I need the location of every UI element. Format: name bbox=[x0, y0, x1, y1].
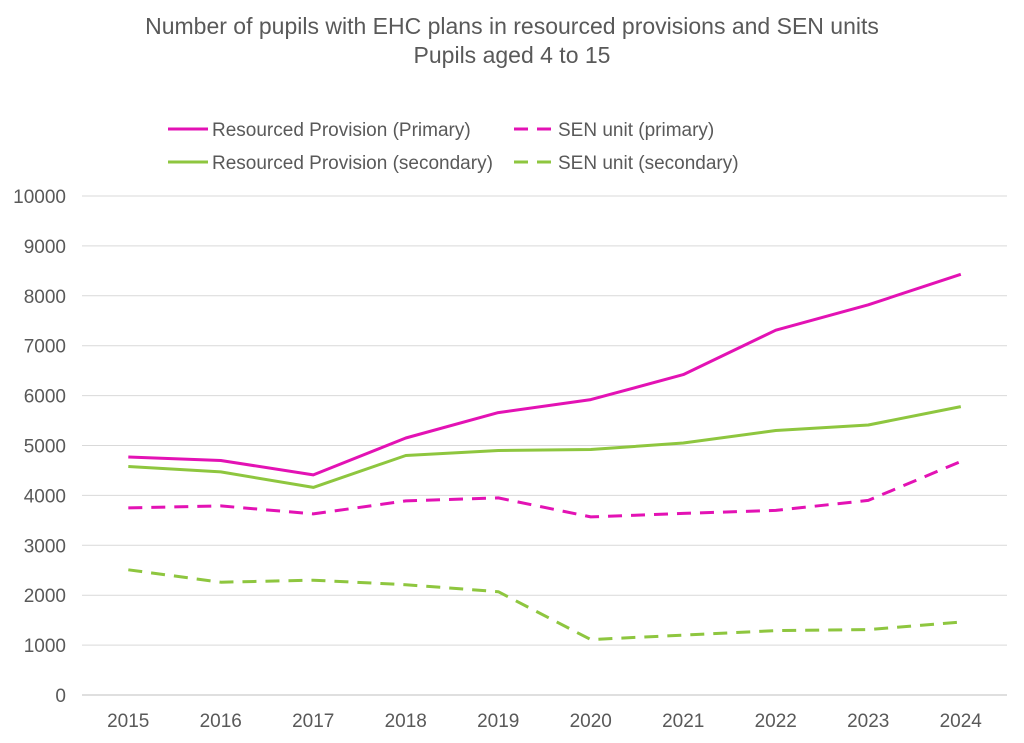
x-tick-label: 2024 bbox=[940, 711, 983, 732]
legend-label: SEN unit (primary) bbox=[558, 120, 714, 141]
series-line-2 bbox=[128, 460, 962, 519]
x-tick-label: 2021 bbox=[662, 711, 704, 732]
y-axis: 0 1000 2000 3000 4000 5000 6000 7000 8000 9000 100… bbox=[13, 187, 66, 707]
legend: Resourced Provision (Primary) SEN unit (p… bbox=[168, 120, 739, 174]
chart-subtitle: Pupils aged 4 to 15 bbox=[413, 42, 611, 68]
legend-item: SEN unit (primary) bbox=[514, 120, 714, 141]
x-axis: 2015 2016 2017 2018 2019 2020 2021 2022 2023 2024 bbox=[107, 711, 982, 732]
x-tick-label: 2016 bbox=[200, 711, 242, 732]
y-tick-label: 1000 bbox=[24, 636, 66, 657]
x-tick-label: 2022 bbox=[755, 711, 797, 732]
y-tick-label: 3000 bbox=[24, 536, 66, 557]
x-tick-label: 2017 bbox=[292, 711, 334, 732]
x-tick-label: 2020 bbox=[570, 711, 612, 732]
plot-area bbox=[128, 272, 962, 642]
legend-label: SEN unit (secondary) bbox=[558, 153, 739, 174]
y-tick-label: 2000 bbox=[24, 586, 66, 607]
gridlines bbox=[82, 195, 1007, 696]
y-tick-label: 7000 bbox=[24, 337, 66, 358]
y-tick-label: 6000 bbox=[24, 387, 66, 408]
series-line-1 bbox=[128, 272, 962, 477]
y-tick-label: 4000 bbox=[24, 486, 66, 507]
legend-label: Resourced Provision (secondary) bbox=[212, 153, 493, 174]
x-tick-label: 2018 bbox=[385, 711, 427, 732]
legend-label: Resourced Provision (Primary) bbox=[212, 120, 471, 141]
legend-item: SEN unit (secondary) bbox=[514, 153, 739, 174]
x-tick-label: 2019 bbox=[477, 711, 519, 732]
y-tick-label: 10000 bbox=[13, 187, 66, 208]
legend-item: Resourced Provision (secondary) bbox=[168, 153, 493, 174]
legend-item: Resourced Provision (Primary) bbox=[168, 120, 471, 141]
chart-title: Number of pupils with EHC plans in resou… bbox=[145, 13, 879, 39]
y-tick-label: 5000 bbox=[24, 437, 66, 458]
series-line-3 bbox=[128, 405, 962, 489]
y-tick-label: 0 bbox=[55, 686, 66, 707]
chart-title-block: Number of pupils with EHC plans in resou… bbox=[0, 12, 1024, 70]
x-tick-label: 2015 bbox=[107, 711, 149, 732]
series-line-4 bbox=[128, 568, 961, 642]
x-tick-label: 2023 bbox=[847, 711, 889, 732]
y-tick-label: 8000 bbox=[24, 287, 66, 308]
y-tick-label: 9000 bbox=[24, 237, 66, 258]
